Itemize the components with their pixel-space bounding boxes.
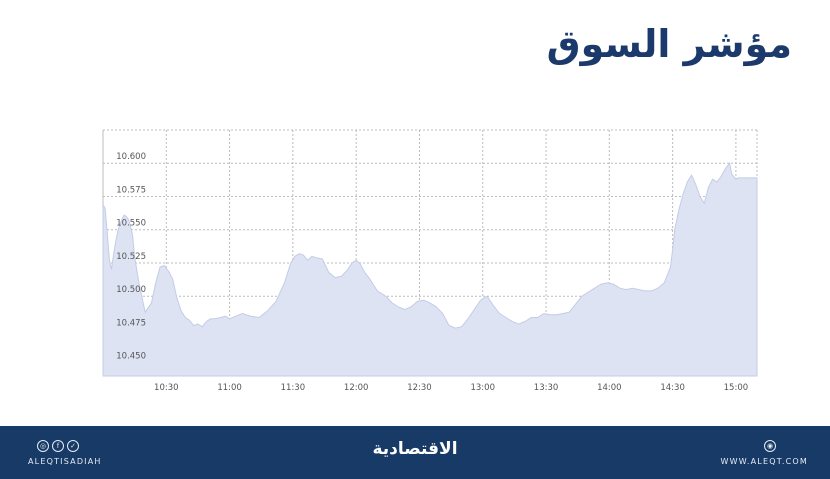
x-tick-label: 11:00 — [217, 383, 242, 393]
page-title: مؤشر السوق — [546, 22, 792, 66]
brand-logo: الاقتصادية — [372, 439, 458, 459]
y-tick-label: 10.600 — [116, 152, 146, 162]
x-tick-label: 12:00 — [344, 383, 369, 393]
twitter-icon[interactable]: ✓ — [67, 440, 79, 452]
x-tick-label: 13:00 — [470, 383, 495, 393]
y-tick-label: 10.550 — [116, 219, 146, 229]
x-axis-ticks: 10:30 11:00 11:30 12:00 12:30 13:00 13:30 14:00… — [154, 383, 748, 393]
y-axis-ticks: 10.600 10.575 10.550 10.525 10.500 10.475 10.4… — [116, 152, 146, 361]
x-tick-label: 12:30 — [407, 383, 432, 393]
footer-bar: ◎ f ✓ ALEQTISADIAH الاقتصادية ◉ WWW.ALEQ… — [0, 426, 830, 479]
social-links: ◎ f ✓ — [37, 440, 79, 452]
x-tick-label: 14:00 — [597, 383, 622, 393]
facebook-icon[interactable]: f — [52, 440, 64, 452]
index-area — [102, 162, 758, 377]
x-tick-label: 13:30 — [534, 383, 559, 393]
y-tick-label: 10.500 — [116, 285, 146, 295]
chart-area-series — [102, 162, 758, 377]
x-tick-label: 14:30 — [660, 383, 685, 393]
y-tick-label: 10.575 — [116, 185, 146, 195]
website-link[interactable]: WWW.ALEQT.COM — [720, 457, 808, 466]
social-handle[interactable]: ALEQTISADIAH — [28, 457, 102, 466]
globe-icon: ◉ — [764, 440, 776, 452]
instagram-icon[interactable]: ◎ — [37, 440, 49, 452]
y-tick-label: 10.450 — [116, 352, 146, 362]
y-tick-label: 10.475 — [116, 318, 146, 328]
y-tick-label: 10.525 — [116, 252, 146, 262]
x-tick-label: 11:30 — [281, 383, 306, 393]
x-tick-label: 15:00 — [724, 383, 749, 393]
x-tick-label: 10:30 — [154, 383, 179, 393]
